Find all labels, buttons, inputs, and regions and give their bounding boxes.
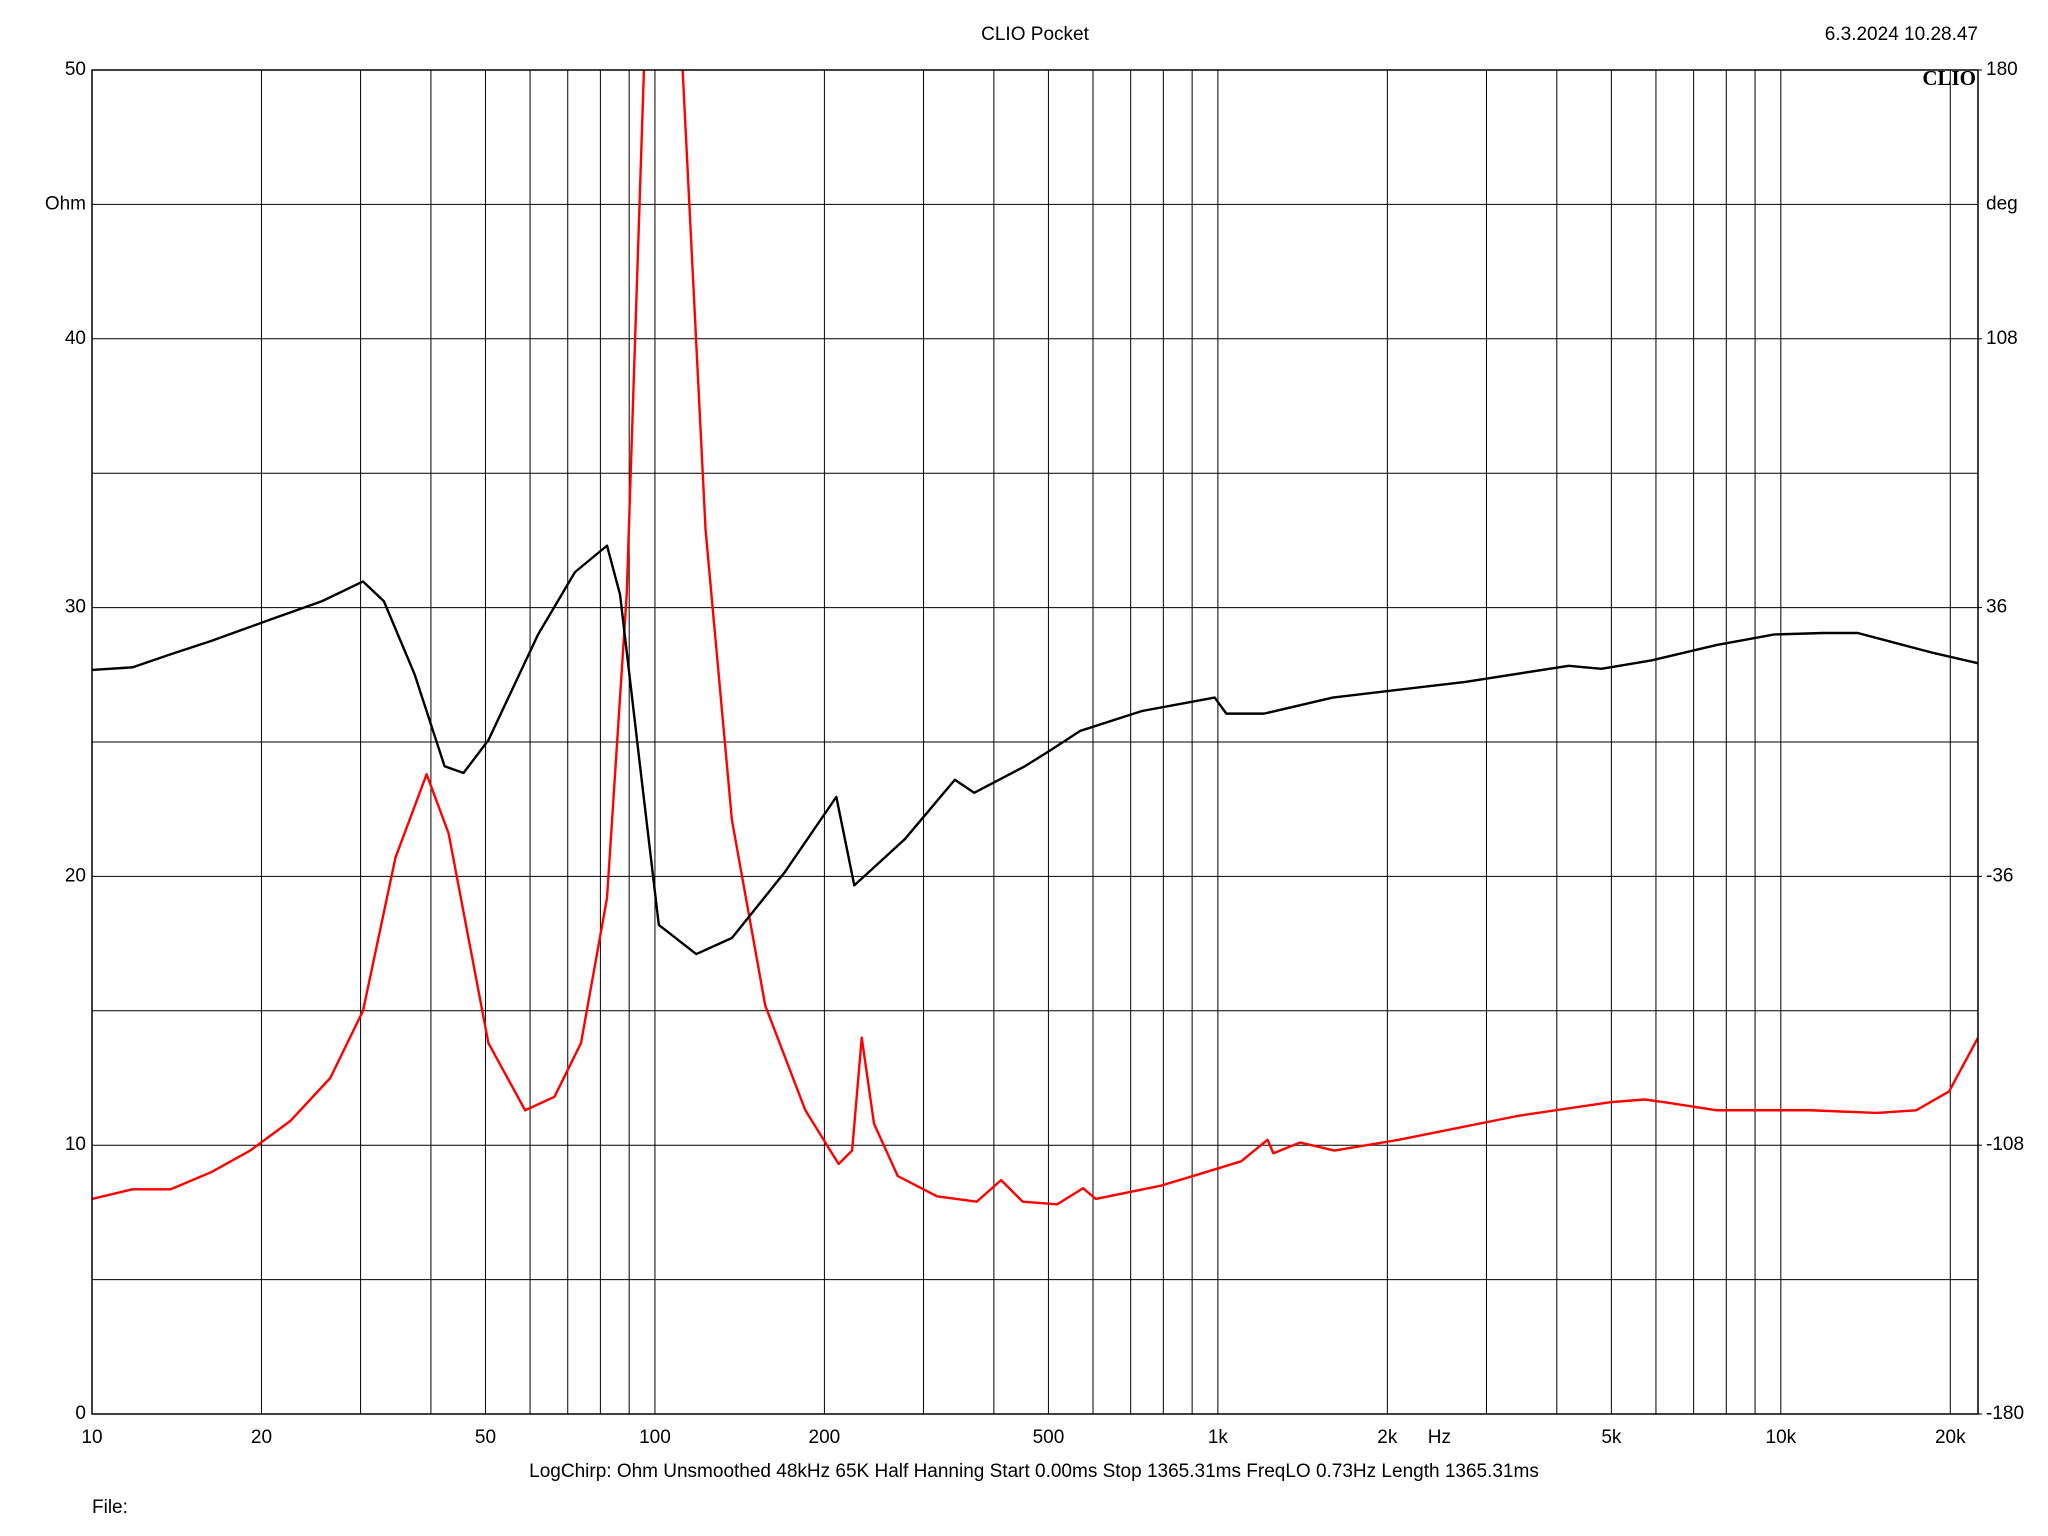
x-tick-label: 10: [81, 1427, 102, 1448]
y2-axis-label: deg: [1986, 193, 2018, 214]
y-tick-label: 0: [75, 1403, 86, 1424]
y-tick-label: 40: [65, 328, 86, 349]
chart-title: CLIO Pocket: [981, 24, 1089, 45]
y2-tick-label: -36: [1986, 865, 2013, 886]
x-tick-label: 50: [475, 1427, 496, 1448]
x-tick-label: 5k: [1601, 1427, 1622, 1448]
plot-frame: [91, 69, 1979, 1415]
x-tick-label: 20: [251, 1427, 272, 1448]
y2-tick-label: -108: [1986, 1134, 2024, 1155]
x-axis-label: Hz: [1428, 1427, 1451, 1448]
y2-tick-label: -180: [1986, 1403, 2024, 1424]
x-tick-label: 200: [809, 1427, 841, 1448]
file-label: File:: [92, 1497, 128, 1518]
y-tick-label: 30: [65, 597, 86, 618]
x-tick-label: 100: [639, 1427, 671, 1448]
plot-area: [92, 70, 1978, 1206]
y-tick-label: 50: [65, 59, 86, 80]
footer: LogChirp: Ohm Unsmoothed 48kHz 65K Half …: [529, 1461, 1539, 1482]
series-line: [92, 544, 1978, 956]
x-tick-label: 2k: [1377, 1427, 1398, 1448]
y2-tick-label: 180: [1986, 59, 2018, 80]
timestamp: 6.3.2024 10.28.47: [1825, 24, 1978, 45]
x-tick-label: 20k: [1935, 1427, 1966, 1448]
y-axis-label: Ohm: [45, 193, 86, 214]
x-tick-label: 500: [1033, 1427, 1065, 1448]
y-tick-label: 10: [65, 1134, 86, 1155]
y2-tick-label: 108: [1986, 328, 2018, 349]
series-line: [92, 70, 1978, 1206]
logo: CLIO: [1922, 66, 1976, 90]
y-tick-label: 20: [65, 865, 86, 886]
y2-tick-label: 36: [1986, 597, 2007, 618]
x-tick-label: 1k: [1208, 1427, 1229, 1448]
x-tick-label: 10k: [1766, 1427, 1797, 1448]
